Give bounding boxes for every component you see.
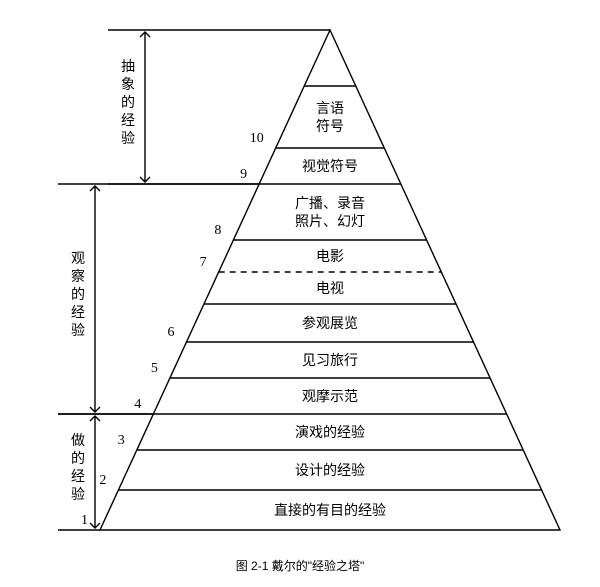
group-label: 象 [121,77,135,93]
group-label: 经 [71,305,85,321]
level-label: 电影 [316,249,344,265]
group-label: 抽 [121,59,135,75]
level-number: 9 [240,167,247,182]
level-label: 视觉符号 [302,159,358,175]
level-number: 10 [250,131,264,146]
level-label: 符号 [316,119,344,135]
level-number: 1 [81,513,88,528]
group-label: 察 [71,268,85,285]
level-label: 电视 [316,281,344,297]
group-label: 经 [71,469,85,485]
group-label: 的 [121,95,135,111]
level-label: 设计的经验 [295,463,365,479]
level-number: 6 [167,325,174,340]
figure-caption: 图 2-1 戴尔的"经验之塔" [236,558,365,573]
group-label: 做 [71,433,85,449]
group-label: 验 [71,323,85,339]
level-label: 见习旅行 [302,353,358,369]
level-number: 7 [200,255,207,270]
level-number: 2 [99,473,106,488]
level-label: 演戏的经验 [295,425,365,441]
group-label: 经 [121,113,135,129]
level-number: 3 [118,433,125,448]
group-label: 观 [71,251,85,267]
level-label: 照片、幻灯 [295,214,365,230]
level-number: 8 [214,223,221,238]
level-label: 广播、录音 [295,195,365,212]
group-label: 的 [71,287,85,303]
level-label: 言语 [316,101,344,117]
group-label: 验 [121,131,135,147]
level-label: 直接的有目的经验 [274,502,386,519]
level-number: 5 [151,361,158,376]
level-number: 4 [134,397,141,412]
cone-of-experience-diagram: 直接的有目的经验 1 设计的经验 2 演戏的经验 3 观摩示范 4 见习旅行 5 参观展览 6 电视 电影… [0,0,600,587]
level-label: 观摩示范 [302,388,358,405]
group-label: 验 [71,487,85,503]
group-label: 的 [71,451,85,467]
level-label: 参观展览 [302,315,358,332]
